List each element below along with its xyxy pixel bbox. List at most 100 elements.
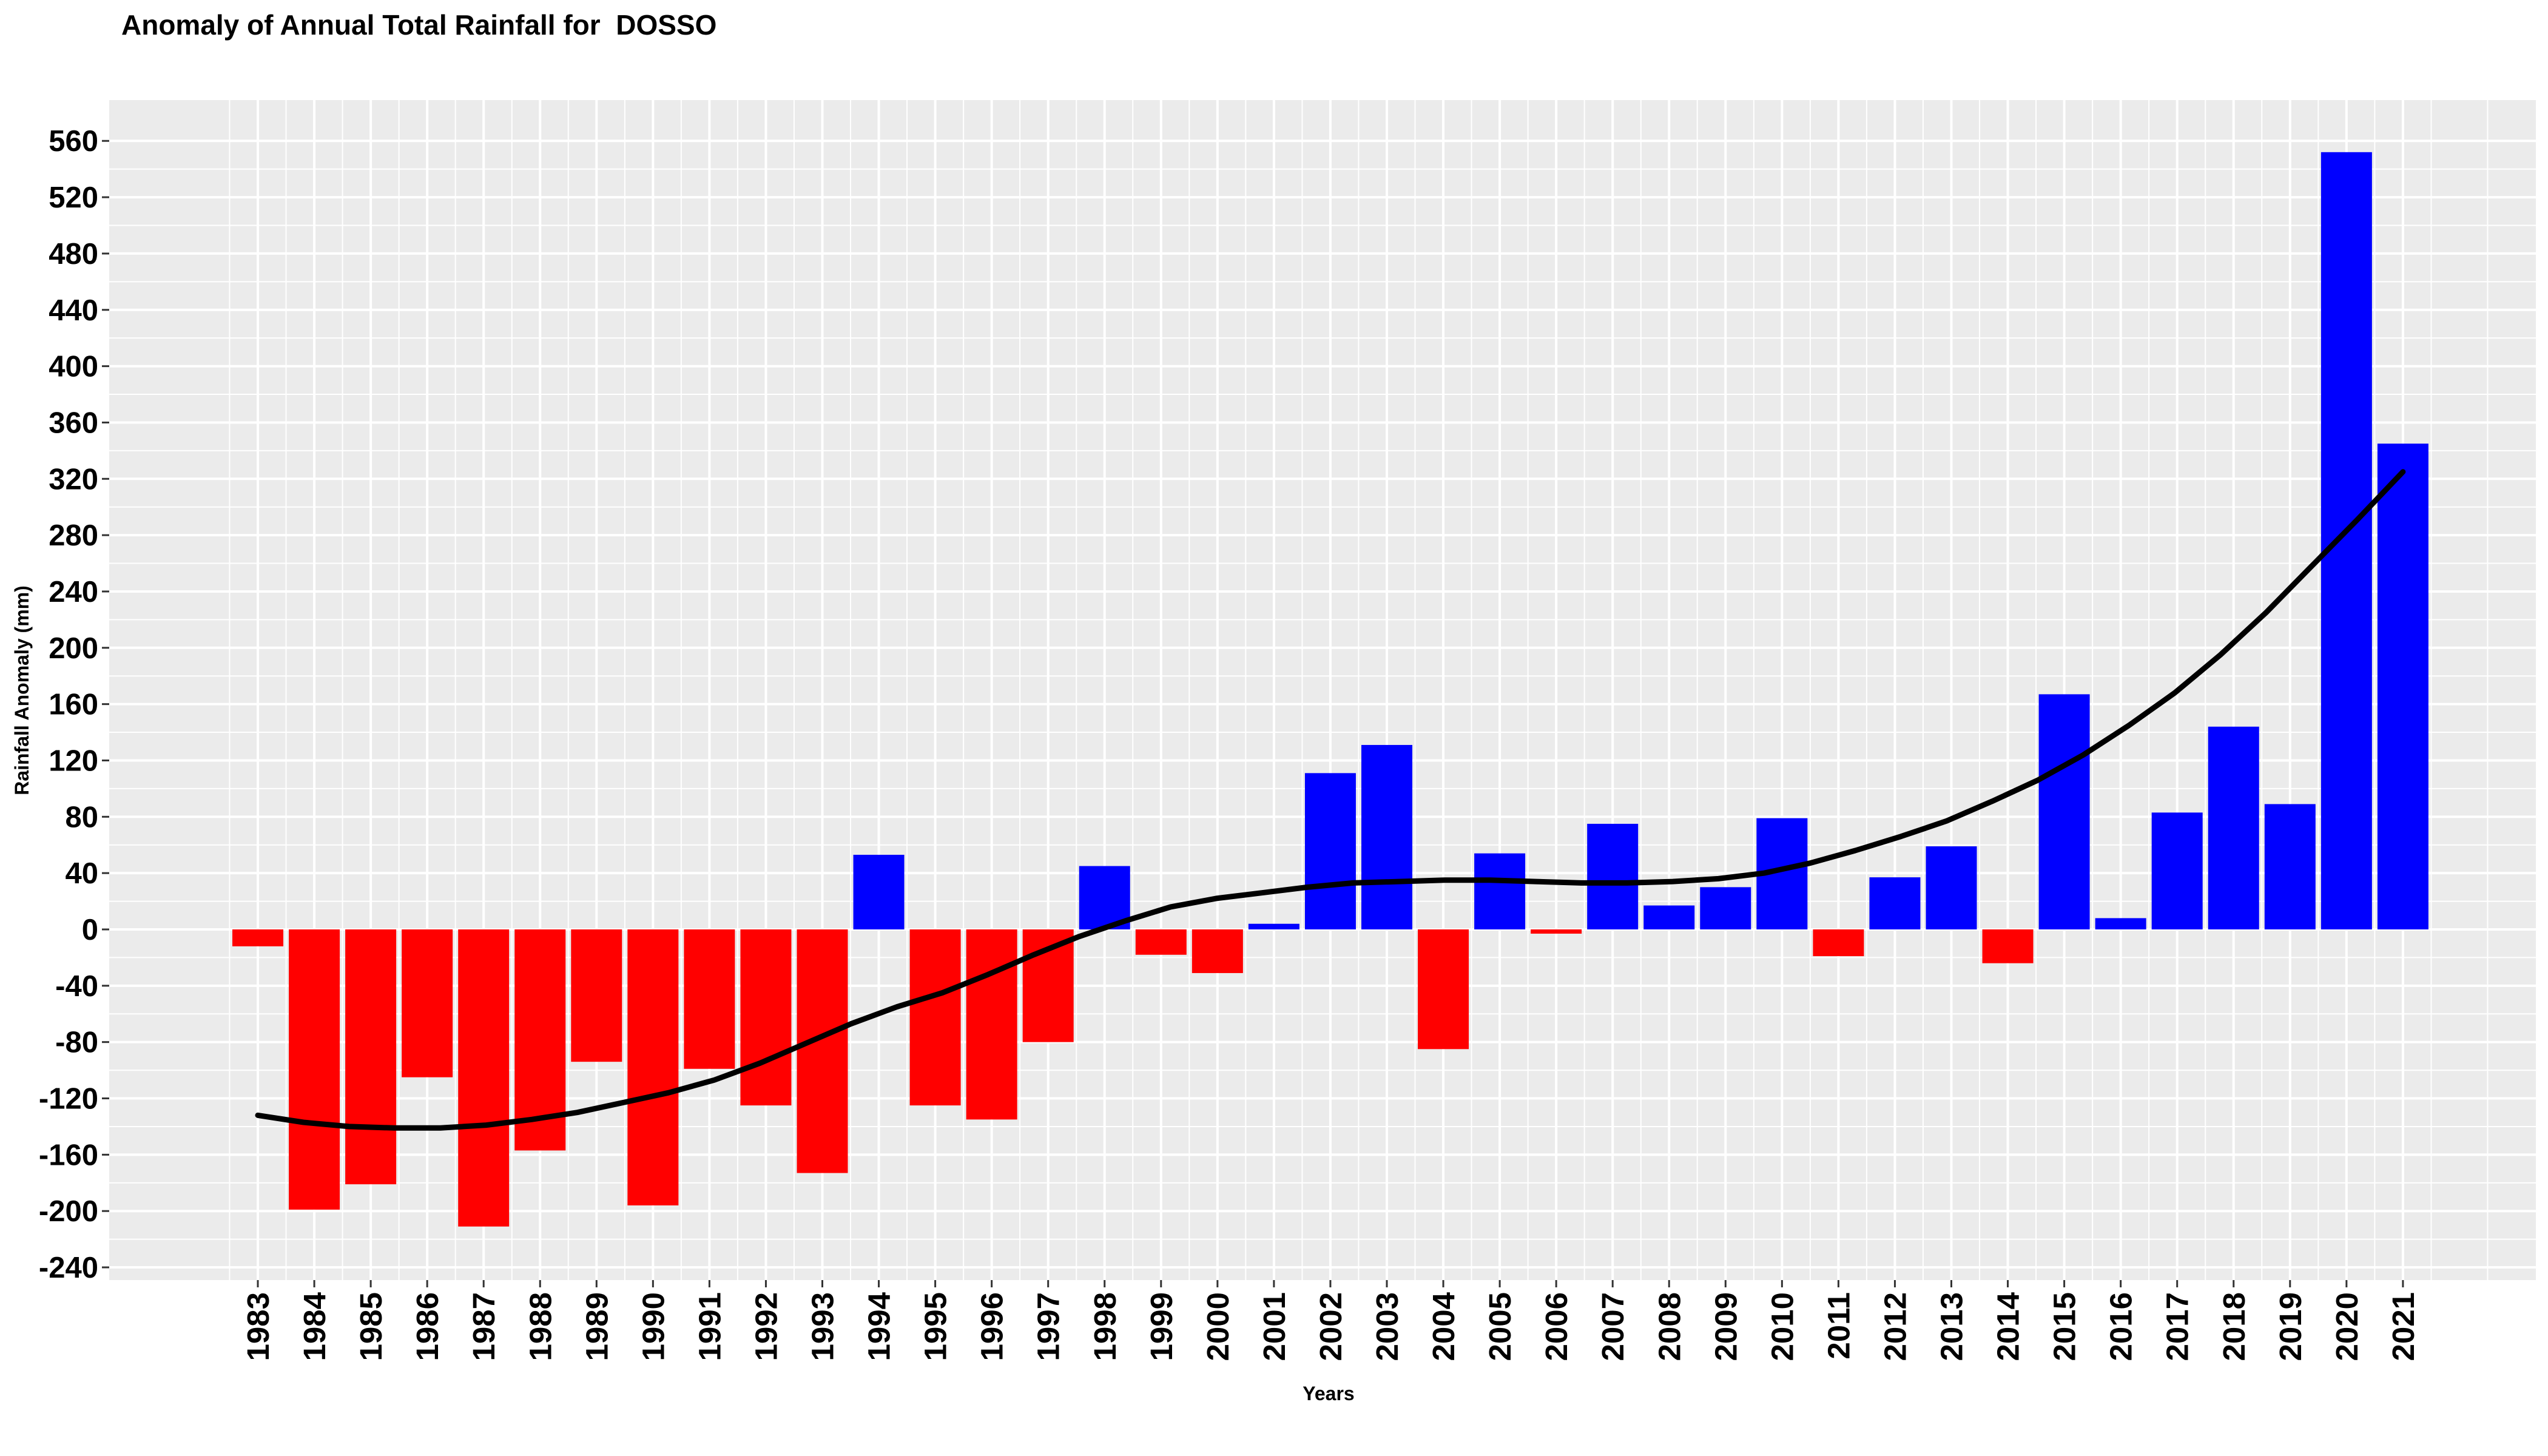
bar-1987 [458,929,510,1227]
bar-2006 [1531,929,1582,934]
x-tick-label: 1995 [918,1292,953,1361]
x-tick-label: 2013 [1935,1292,1969,1361]
bar-1995 [909,929,961,1106]
y-tick-label: 0 [82,914,98,946]
bar-2003 [1361,744,1412,929]
x-tick-label: 1998 [1088,1292,1122,1361]
x-tick-label: 2003 [1370,1292,1404,1361]
x-tick-label: 1989 [579,1292,614,1361]
bar-2009 [1700,887,1751,929]
bar-2002 [1304,773,1356,929]
x-tick-label: 1993 [806,1292,840,1361]
x-tick-label: 1984 [297,1292,332,1361]
bar-2018 [2208,726,2259,929]
y-tick-label: 400 [49,351,98,383]
bar-1992 [740,929,792,1106]
x-tick-label: 2011 [1821,1292,1856,1360]
y-tick-label: -160 [39,1139,98,1171]
bar-1989 [571,929,622,1062]
bar-2017 [2151,812,2203,929]
bar-1994 [853,854,905,929]
x-tick-label: 1996 [975,1292,1009,1361]
bar-2001 [1248,923,1299,929]
bar-2000 [1191,929,1243,973]
bar-2008 [1643,905,1695,929]
x-tick-label: 1987 [467,1292,501,1361]
x-tick-label: 1985 [354,1292,388,1361]
bar-2005 [1474,853,1526,929]
bar-2014 [1982,929,2034,963]
x-tick-label: 2006 [1539,1292,1574,1361]
x-tick-label: 1990 [636,1292,670,1361]
x-tick-label: 2019 [2273,1292,2308,1361]
y-tick-label: 360 [49,406,98,439]
x-tick-label: 1988 [523,1292,558,1361]
bar-2016 [2095,918,2146,929]
bar-1996 [966,929,1017,1120]
y-tick-label: 120 [49,744,98,777]
x-axis-title: Years [1303,1383,1354,1404]
x-tick-label: 2002 [1313,1292,1348,1361]
bar-1993 [797,929,848,1173]
bar-1991 [684,929,735,1069]
x-tick-label: 2020 [2330,1292,2364,1361]
bar-2019 [2264,804,2316,929]
bar-2021 [2377,443,2428,929]
x-tick-label: 2014 [1991,1292,2026,1361]
y-tick-label: 560 [49,125,98,158]
y-tick-label: 280 [49,519,98,552]
x-tick-label: 2005 [1483,1292,1517,1361]
chart-title: Anomaly of Annual Total Rainfall for DOS… [121,9,717,41]
y-tick-label: 40 [65,857,98,890]
bar-1984 [289,929,340,1210]
y-tick-label: 480 [49,238,98,271]
x-tick-label: 2007 [1596,1292,1630,1361]
x-tick-label: 2000 [1201,1292,1235,1361]
bar-1990 [627,929,679,1205]
bar-1998 [1079,866,1130,929]
x-tick-label: 1983 [241,1292,275,1361]
bar-2011 [1813,929,1864,957]
x-tick-label: 2017 [2160,1292,2195,1361]
x-tick-label: 1992 [749,1292,783,1361]
x-tick-label: 2004 [1426,1292,1461,1361]
x-tick-label: 2001 [1257,1292,1292,1361]
bar-1983 [232,929,283,946]
bar-2007 [1587,823,1639,929]
x-tick-label: 2016 [2104,1292,2138,1361]
x-tick-label: 1997 [1031,1292,1066,1361]
bars [232,152,2428,1227]
bar-2015 [2038,694,2090,929]
trend-line-group [255,469,2406,1131]
bar-1986 [402,929,453,1077]
y-tick-label: 160 [49,689,98,721]
x-tick-label: 2009 [1708,1292,1743,1361]
y-tick-label: 320 [49,463,98,496]
bar-2013 [1926,846,1977,929]
y-tick-label: 520 [49,181,98,214]
y-tick-label: 240 [49,576,98,608]
x-tick-label: 2018 [2217,1292,2251,1361]
x-tick-label: 2008 [1652,1292,1687,1361]
bar-2004 [1418,929,1469,1050]
x-tick-label: 1999 [1144,1292,1179,1361]
plot-panel [109,100,2536,1280]
x-tick-label: 2015 [2048,1292,2082,1361]
x-tick-label: 1994 [862,1292,897,1361]
x-tick-label: 2012 [1878,1292,1912,1361]
y-tick-label: -120 [39,1083,98,1116]
x-tick-label: 2010 [1765,1292,1799,1361]
x-tick-label: 1991 [692,1292,727,1361]
bar-1985 [345,929,397,1185]
bar-2020 [2320,152,2372,930]
trend-line [255,469,2406,1131]
bar-1999 [1135,929,1187,955]
y-tick-label: -80 [55,1026,98,1059]
y-tick-label: -200 [39,1195,98,1228]
y-tick-label: 200 [49,632,98,665]
y-tick-label: -240 [39,1252,98,1284]
y-tick-label: -40 [55,970,98,1003]
y-tick-label: 80 [65,801,98,834]
y-tick-label: 440 [49,294,98,327]
